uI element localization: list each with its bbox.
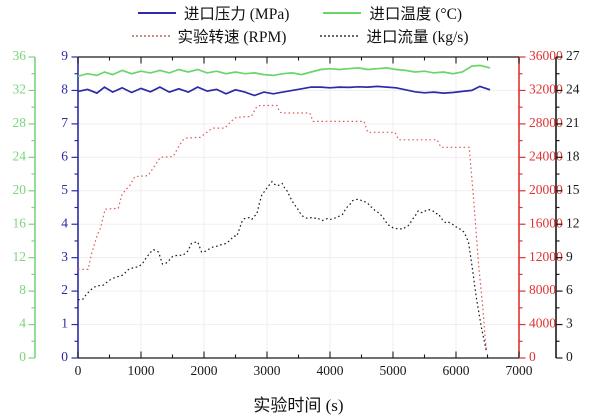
svg-text:3: 3 (61, 249, 68, 264)
svg-text:1: 1 (61, 316, 68, 331)
svg-text:8: 8 (19, 282, 26, 297)
svg-text:12: 12 (566, 215, 580, 230)
svg-text:32: 32 (13, 82, 27, 97)
svg-text:5: 5 (61, 182, 68, 197)
legend-row-1: 进口压力 (MPa) 进口温度 (°C) (137, 2, 462, 24)
legend-label-flow: 进口流量 (kg/s) (366, 29, 469, 46)
svg-text:1000: 1000 (128, 363, 155, 378)
svg-text:9: 9 (61, 48, 68, 63)
svg-text:4: 4 (19, 316, 26, 331)
svg-text:15: 15 (566, 182, 580, 197)
svg-text:6: 6 (566, 282, 573, 297)
svg-text:28: 28 (13, 115, 27, 130)
svg-text:28000: 28000 (529, 115, 563, 130)
svg-text:0: 0 (566, 349, 573, 364)
svg-text:0: 0 (19, 349, 26, 364)
rpm-line-sample-icon (131, 35, 170, 37)
svg-text:20: 20 (13, 182, 27, 197)
svg-text:9: 9 (566, 249, 573, 264)
svg-text:32000: 32000 (529, 82, 563, 97)
legend-item-rpm: 实验转速 (RPM) (131, 25, 287, 47)
svg-text:8000: 8000 (529, 282, 556, 297)
svg-text:2: 2 (61, 282, 68, 297)
svg-text:24: 24 (13, 148, 27, 163)
temperature-line-sample-icon (323, 12, 362, 14)
flow-line-sample-icon (320, 35, 359, 37)
svg-text:3: 3 (566, 316, 573, 331)
svg-text:16000: 16000 (529, 215, 563, 230)
svg-text:27: 27 (566, 48, 580, 63)
pressure-line-sample-icon (137, 12, 176, 14)
svg-text:16: 16 (13, 215, 27, 230)
svg-text:0: 0 (529, 349, 536, 364)
svg-text:24000: 24000 (529, 148, 563, 163)
legend-label-temperature: 进口温度 (°C) (369, 6, 463, 23)
svg-text:6000: 6000 (443, 363, 470, 378)
svg-text:0: 0 (61, 349, 68, 364)
legend-label-rpm: 实验转速 (RPM) (177, 29, 287, 46)
svg-text:4000: 4000 (317, 363, 344, 378)
legend-item-pressure: 进口压力 (MPa) (137, 2, 290, 24)
svg-text:8: 8 (61, 82, 68, 97)
chart-legend: 进口压力 (MPa) 进口温度 (°C) 实验转速 (RPM) 进口流量 (kg… (0, 2, 600, 47)
svg-text:7: 7 (61, 115, 68, 130)
svg-text:18: 18 (566, 148, 580, 163)
svg-text:12: 12 (13, 249, 27, 264)
svg-text:21: 21 (566, 115, 580, 130)
svg-text:24: 24 (566, 82, 580, 97)
svg-text:4: 4 (61, 215, 68, 230)
svg-text:36: 36 (13, 48, 27, 63)
svg-text:20000: 20000 (529, 182, 563, 197)
svg-text:12000: 12000 (529, 249, 563, 264)
svg-text:5000: 5000 (380, 363, 407, 378)
legend-item-temperature: 进口温度 (°C) (323, 2, 462, 24)
svg-text:36000: 36000 (529, 48, 563, 63)
svg-text:7000: 7000 (506, 363, 533, 378)
legend-item-flow: 进口流量 (kg/s) (320, 25, 469, 47)
svg-text:3000: 3000 (254, 363, 281, 378)
svg-text:2000: 2000 (191, 363, 218, 378)
x-axis-title: 实验时间 (s) (253, 396, 344, 415)
svg-text:6: 6 (61, 148, 68, 163)
svg-text:4000: 4000 (529, 316, 556, 331)
legend-label-pressure: 进口压力 (MPa) (183, 6, 290, 23)
svg-text:0: 0 (75, 363, 82, 378)
legend-row-2: 实验转速 (RPM) 进口流量 (kg/s) (131, 25, 469, 47)
